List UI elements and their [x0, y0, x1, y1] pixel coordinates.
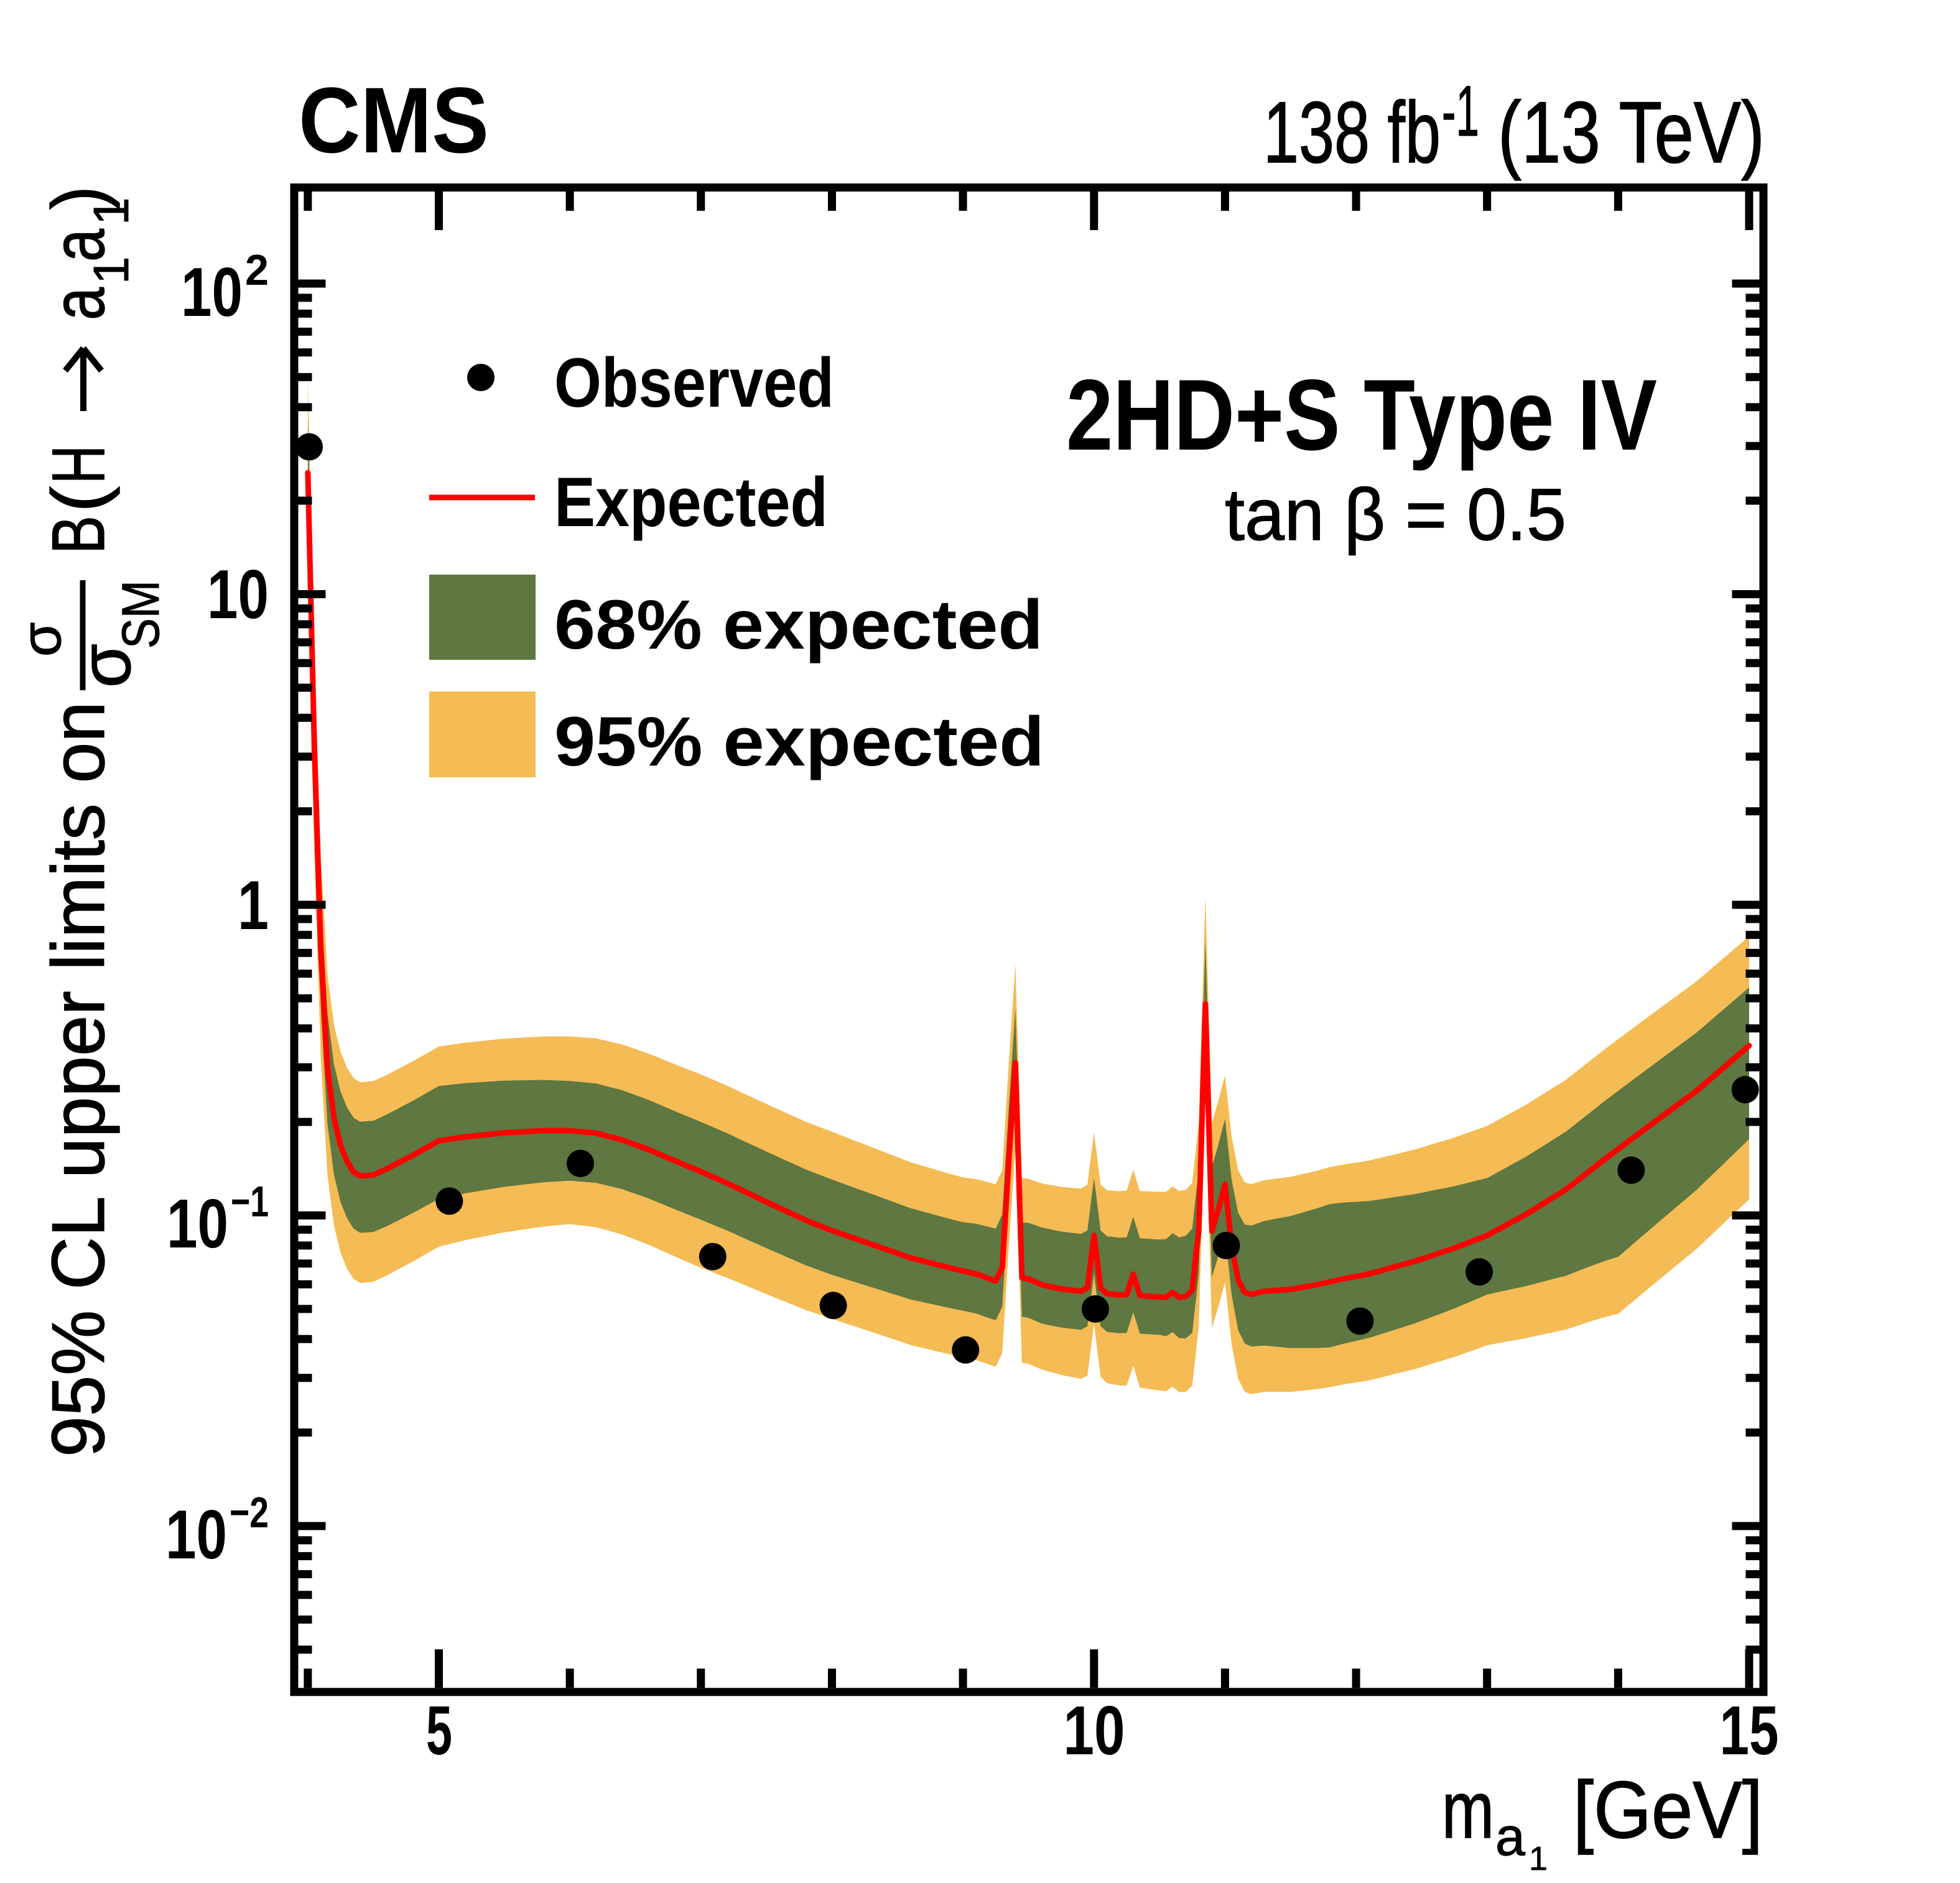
svg-text:95% expected: 95% expected [554, 703, 1044, 780]
svg-text:SM: SM [111, 580, 170, 649]
svg-text:(: ( [37, 486, 120, 512]
svg-text:10: 10 [167, 1185, 228, 1262]
svg-text:5: 5 [426, 1692, 452, 1769]
svg-text:68% expected: 68% expected [554, 586, 1043, 664]
svg-text:σ: σ [66, 644, 146, 688]
svg-text:−2: −2 [230, 1488, 269, 1537]
svg-text:tan β = 0.5: tan β = 0.5 [1225, 474, 1566, 556]
svg-text:a: a [37, 287, 120, 320]
svg-text:H: H [37, 445, 120, 484]
svg-text:1: 1 [83, 257, 139, 285]
svg-text:(13 TeV): (13 TeV) [1498, 83, 1765, 181]
svg-text:10: 10 [181, 254, 243, 331]
svg-text:CMS: CMS [299, 68, 489, 172]
svg-text:): ) [37, 186, 120, 210]
svg-text:1: 1 [83, 198, 139, 226]
svg-text:2HD+S Type IV: 2HD+S Type IV [1066, 359, 1657, 471]
svg-text:10: 10 [165, 1496, 227, 1573]
svg-text:Observed: Observed [554, 344, 834, 422]
svg-text:−1: −1 [231, 1177, 269, 1226]
svg-text:a: a [1495, 1807, 1525, 1867]
svg-text:2: 2 [245, 246, 269, 294]
svg-text:10: 10 [1064, 1692, 1125, 1769]
svg-text:95% CL upper limits on: 95% CL upper limits on [37, 701, 120, 1457]
svg-text:σ: σ [11, 622, 73, 657]
svg-text:a: a [37, 229, 120, 262]
svg-text:B: B [37, 516, 120, 554]
svg-text:m: m [1442, 1764, 1494, 1855]
svg-text:1: 1 [1529, 1840, 1548, 1877]
svg-text:Expected: Expected [554, 463, 828, 541]
svg-text:[GeV]: [GeV] [1573, 1764, 1763, 1855]
svg-text:10: 10 [207, 556, 269, 633]
svg-text:15: 15 [1720, 1692, 1779, 1769]
svg-text:138 fb: 138 fb [1263, 83, 1441, 181]
svg-text:1: 1 [238, 867, 269, 944]
svg-text:-1: -1 [1442, 72, 1479, 151]
